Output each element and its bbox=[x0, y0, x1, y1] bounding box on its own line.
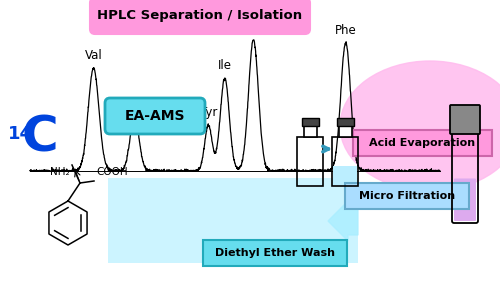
Text: EA-AMS: EA-AMS bbox=[125, 109, 185, 123]
Text: Ile: Ile bbox=[218, 59, 232, 72]
FancyBboxPatch shape bbox=[108, 178, 358, 263]
FancyBboxPatch shape bbox=[90, 0, 310, 34]
FancyBboxPatch shape bbox=[338, 126, 351, 137]
Text: Tyr: Tyr bbox=[200, 107, 217, 119]
Text: NH₂: NH₂ bbox=[50, 167, 70, 177]
Text: COOH: COOH bbox=[96, 167, 128, 177]
Text: Acid Evaporation: Acid Evaporation bbox=[369, 138, 475, 148]
Text: Phe: Phe bbox=[335, 24, 356, 37]
FancyBboxPatch shape bbox=[454, 178, 476, 221]
Ellipse shape bbox=[340, 61, 500, 191]
Text: HPLC Separation / Isolation: HPLC Separation / Isolation bbox=[98, 10, 302, 22]
FancyBboxPatch shape bbox=[352, 130, 492, 156]
FancyBboxPatch shape bbox=[345, 183, 469, 209]
FancyBboxPatch shape bbox=[203, 240, 347, 266]
Text: Val: Val bbox=[84, 49, 102, 62]
FancyBboxPatch shape bbox=[333, 166, 357, 185]
FancyBboxPatch shape bbox=[105, 98, 205, 134]
Text: Micro Filtration: Micro Filtration bbox=[359, 191, 455, 201]
FancyArrow shape bbox=[328, 201, 358, 241]
Text: 14: 14 bbox=[8, 125, 33, 143]
FancyBboxPatch shape bbox=[336, 118, 353, 126]
Text: C: C bbox=[22, 113, 59, 161]
FancyBboxPatch shape bbox=[450, 105, 480, 134]
Text: Diethyl Ether Wash: Diethyl Ether Wash bbox=[215, 248, 335, 258]
Text: Met: Met bbox=[124, 98, 146, 111]
FancyBboxPatch shape bbox=[304, 126, 316, 137]
Text: Leu: Leu bbox=[243, 21, 264, 34]
FancyBboxPatch shape bbox=[302, 118, 318, 126]
